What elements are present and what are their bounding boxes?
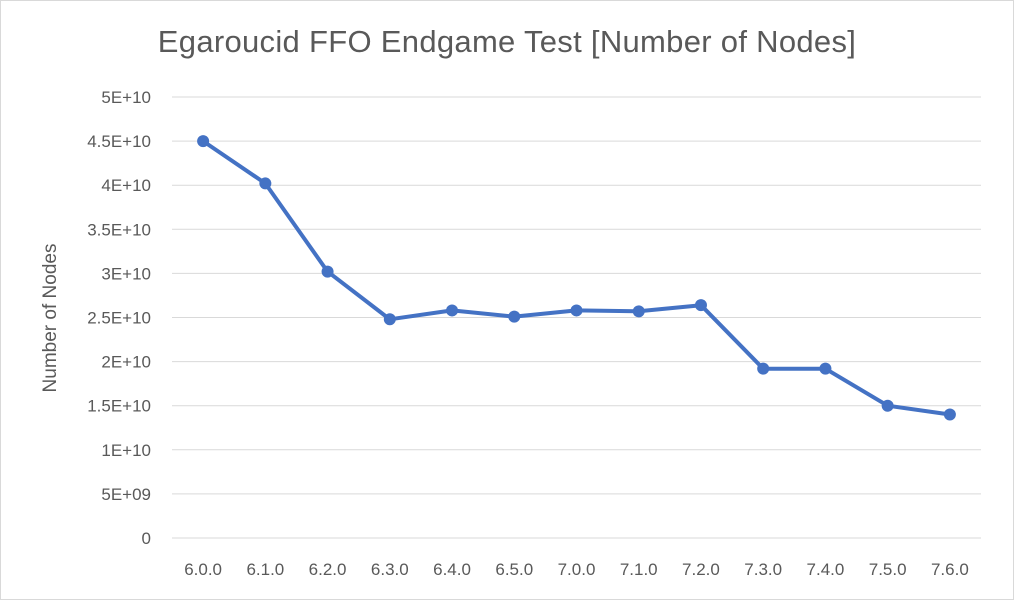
data-point [383,313,396,326]
y-tick-label: 5E+10 [101,88,151,107]
data-point [632,305,645,318]
x-tick-label: 7.0.0 [558,560,596,579]
y-axis-ticks: 0 5E+09 1E+10 1.5E+10 2E+10 2.5E+10 3E+10 3.5E+… [87,88,151,548]
x-tick-label: 6.3.0 [371,560,409,579]
x-tick-label: 7.5.0 [869,560,907,579]
y-tick-label: 4E+10 [101,176,151,195]
y-tick-label: 2E+10 [101,353,151,372]
data-point [757,362,770,375]
data-point [508,310,521,323]
x-tick-label: 6.5.0 [495,560,533,579]
y-tick-label: 2.5E+10 [87,309,151,328]
x-tick-label: 7.1.0 [620,560,658,579]
y-tick-label: 1.5E+10 [87,397,151,416]
data-point [881,399,894,412]
y-tick-label: 5E+09 [101,485,151,504]
y-tick-label: 1E+10 [101,441,151,460]
data-point [446,304,459,317]
chart-title: Egaroucid FFO Endgame Test [Number of No… [157,24,857,59]
gridlines [172,96,981,539]
data-point [694,299,707,312]
x-axis-ticks: 6.0.0 6.1.0 6.2.0 6.3.0 6.4.0 6.5.0 7.0.0 7.1.0… [184,560,969,579]
data-point [943,408,956,421]
data-point [259,177,272,190]
y-tick-label: 3.5E+10 [87,220,151,239]
x-tick-label: 6.4.0 [433,560,471,579]
data-point [570,304,583,317]
y-tick-label: 3E+10 [101,264,151,283]
x-tick-label: 6.2.0 [309,560,347,579]
x-tick-label: 6.0.0 [184,560,222,579]
data-point [819,362,832,375]
x-tick-label: 7.3.0 [744,560,782,579]
series-layer [197,135,956,421]
y-tick-label: 4.5E+10 [87,132,151,151]
x-tick-label: 7.2.0 [682,560,720,579]
y-tick-label: 0 [142,529,151,548]
x-tick-label: 6.1.0 [246,560,284,579]
x-tick-label: 7.4.0 [807,560,845,579]
x-tick-label: 7.6.0 [931,560,969,579]
data-point [197,135,210,148]
data-point [321,265,334,278]
series-line [201,139,952,417]
